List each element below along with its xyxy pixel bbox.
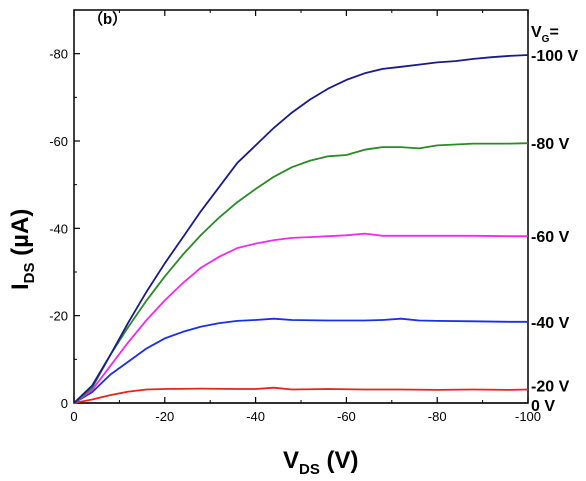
- curves: [73, 54, 529, 404]
- x-axis-title: VDS (V): [283, 447, 359, 478]
- y-axis-title-sub: DS: [21, 262, 38, 283]
- y-tick-labels: 0 -20 -40 -60 -80: [49, 47, 68, 411]
- x-axis-title-main: V: [283, 447, 299, 474]
- y-tick-label: -40: [49, 221, 68, 236]
- x-axis-title-sub: DS: [299, 461, 320, 478]
- curve-label: 0 V: [531, 398, 555, 415]
- x-tick-label: -100: [515, 409, 541, 424]
- plot-frame: [73, 9, 529, 404]
- x-tick-label: -80: [428, 409, 447, 424]
- x-axis-title-unit: (V): [320, 447, 359, 474]
- curve-vg-neg100V: [73, 54, 529, 404]
- x-tick-labels: 0 -20 -40 -60 -80 -100: [70, 409, 541, 424]
- legend-title-suffix: =: [549, 24, 558, 41]
- y-axis-title: IDS (µA): [7, 209, 38, 290]
- curve-label: -20 V: [531, 378, 570, 395]
- y-axis-title-main: I: [7, 283, 34, 290]
- y-axis-title-unit: (µA): [7, 209, 34, 263]
- panel-label: （b）: [88, 10, 127, 28]
- curve-vg-neg40V: [73, 317, 528, 404]
- curve-label: -100 V: [531, 48, 578, 65]
- legend-title: VG=: [531, 24, 559, 45]
- y-tick-label: -80: [49, 47, 68, 62]
- curve-labels: 0 V -20 V -40 V -60 V -80 V -100 V: [531, 48, 578, 415]
- y-tick-label: -20: [49, 309, 68, 324]
- x-tick-label: -40: [246, 409, 265, 424]
- curve-label: -60 V: [531, 229, 570, 246]
- curve-vg-neg20V: [73, 386, 529, 404]
- x-tick-label: -60: [337, 409, 356, 424]
- curve-label: -80 V: [531, 136, 570, 153]
- x-tick-label: -20: [155, 409, 174, 424]
- legend-title-main: V: [531, 24, 542, 41]
- curve-vg-neg80V: [73, 142, 529, 404]
- legend-title-sub: G: [542, 34, 550, 45]
- curve-vg-neg60V: [73, 232, 528, 404]
- x-tick-label: 0: [70, 409, 77, 424]
- y-tick-label: -60: [49, 134, 68, 149]
- curve-label: -40 V: [531, 315, 570, 332]
- y-tick-label: 0: [61, 396, 68, 411]
- tick-marks: [73, 10, 529, 404]
